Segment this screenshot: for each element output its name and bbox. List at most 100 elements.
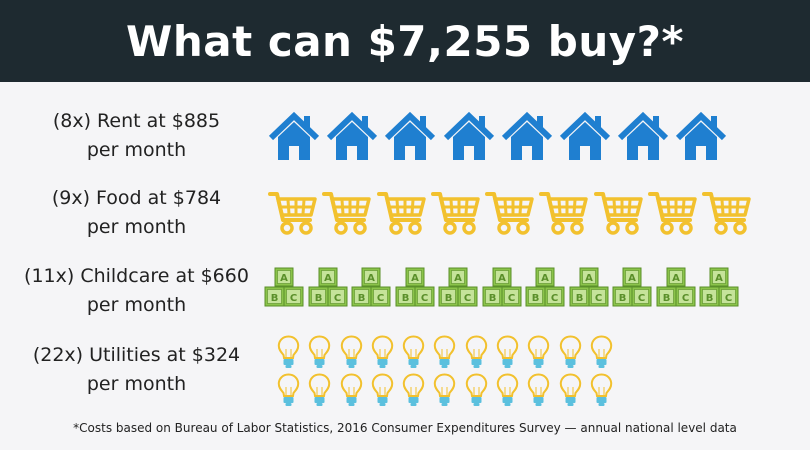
shopping-cart-icon — [268, 192, 317, 235]
svg-text:B: B — [401, 293, 409, 304]
light-bulb-icon — [465, 335, 487, 368]
page-title: What can $7,255 buy?* — [126, 16, 684, 66]
light-bulb-icon — [402, 373, 425, 406]
light-bulb-icon — [371, 373, 394, 406]
house-icon — [268, 111, 320, 160]
food-icons — [268, 190, 757, 236]
svg-text:C: C — [420, 293, 427, 304]
food-label-line1: (9x) Food at $784 — [51, 187, 222, 209]
light-bulb-icon — [340, 335, 362, 368]
svg-text:A: A — [672, 273, 680, 284]
house-icon — [327, 111, 378, 160]
shopping-cart-icon — [593, 192, 643, 235]
svg-text:A: A — [585, 273, 593, 284]
shopping-cart-icon — [376, 192, 426, 235]
svg-text:B: B — [314, 293, 322, 304]
light-bulb-icon — [559, 335, 581, 368]
light-bulb-icon — [559, 373, 581, 406]
header-banner: What can $7,255 buy?* — [0, 0, 810, 82]
food-label: (9x) Food at $784 per month — [14, 184, 259, 242]
abc-blocks-icon: AB C — [351, 267, 391, 307]
svg-text:C: C — [725, 293, 732, 304]
house-icon — [443, 111, 494, 160]
svg-text:B: B — [271, 293, 279, 304]
footnote: *Costs based on Bureau of Labor Statisti… — [73, 421, 737, 435]
svg-text:A: A — [411, 273, 419, 284]
abc-blocks-icon: AB C — [612, 267, 652, 307]
abc-blocks-icon: AB C — [264, 267, 304, 307]
light-bulb-icon — [528, 373, 550, 406]
light-bulb-icon — [590, 373, 613, 406]
svg-text:C: C — [464, 293, 471, 304]
rent-label: (8x) Rent at $885 per month — [14, 107, 259, 165]
shopping-cart-icon — [702, 192, 752, 235]
light-bulb-icon — [371, 335, 394, 368]
svg-text:B: B — [532, 293, 540, 304]
svg-text:B: B — [445, 293, 453, 304]
shopping-cart-icon — [322, 192, 372, 235]
light-bulb-icon — [590, 335, 613, 368]
house-icon — [559, 111, 611, 160]
light-bulb-icon — [309, 335, 331, 368]
light-bulb-icon — [434, 335, 456, 368]
light-bulb-icon — [434, 373, 456, 406]
childcare-label-line2: per month — [86, 294, 187, 316]
light-bulb-icon — [277, 335, 300, 368]
light-bulb-icon — [402, 335, 425, 368]
svg-text:A: A — [498, 273, 506, 284]
light-bulb-icon — [309, 373, 331, 406]
svg-text:B: B — [706, 293, 714, 304]
shopping-cart-icon — [539, 192, 589, 235]
svg-text:B: B — [488, 293, 496, 304]
abc-blocks-icon: AB C — [438, 267, 478, 307]
utilities-label-line2: per month — [86, 373, 187, 395]
svg-text:B: B — [358, 293, 366, 304]
abc-blocks-icon: AB C — [482, 267, 521, 307]
svg-text:A: A — [367, 273, 375, 284]
rent-icons — [268, 110, 734, 162]
utilities-label-line1: (22x) Utilities at $324 — [32, 344, 241, 366]
light-bulb-icon — [496, 335, 519, 368]
svg-text:B: B — [662, 293, 670, 304]
svg-text:A: A — [541, 273, 549, 284]
svg-text:C: C — [333, 293, 340, 304]
rent-label-line2: per month — [86, 139, 187, 161]
svg-text:A: A — [454, 273, 462, 284]
house-icon — [385, 111, 436, 160]
abc-blocks-icon: AB C — [395, 267, 434, 307]
svg-text:A: A — [628, 273, 636, 284]
svg-text:A: A — [280, 273, 288, 284]
childcare-label: (11x) Childcare at $660 per month — [14, 262, 259, 320]
shopping-cart-icon — [648, 192, 697, 235]
abc-blocks-icon: AB C — [569, 267, 608, 307]
house-icon — [618, 111, 669, 160]
light-bulb-icon — [528, 335, 550, 368]
svg-text:C: C — [377, 293, 384, 304]
house-icon — [676, 111, 727, 160]
utilities-icons-row-1 — [277, 335, 621, 369]
svg-text:C: C — [551, 293, 558, 304]
svg-text:B: B — [619, 293, 627, 304]
abc-blocks-icon: AB C — [308, 267, 347, 307]
light-bulb-icon — [465, 373, 487, 406]
svg-text:C: C — [507, 293, 514, 304]
svg-text:C: C — [290, 293, 297, 304]
svg-text:B: B — [575, 293, 583, 304]
utilities-label: (22x) Utilities at $324 per month — [14, 341, 259, 399]
shopping-cart-icon — [430, 192, 480, 235]
house-icon — [501, 111, 552, 160]
rent-label-line1: (8x) Rent at $885 — [52, 110, 221, 132]
svg-text:C: C — [638, 293, 645, 304]
childcare-label-line1: (11x) Childcare at $660 — [24, 265, 249, 287]
svg-text:A: A — [715, 273, 723, 284]
utilities-icons-row-2 — [277, 373, 621, 407]
light-bulb-icon — [496, 373, 519, 406]
shopping-cart-icon — [485, 192, 534, 235]
light-bulb-icon — [340, 373, 362, 406]
abc-blocks-icon: AB C — [699, 267, 739, 307]
svg-text:C: C — [681, 293, 688, 304]
svg-text:C: C — [594, 293, 601, 304]
svg-text:A: A — [324, 273, 332, 284]
abc-blocks-icon: AB C — [525, 267, 565, 307]
